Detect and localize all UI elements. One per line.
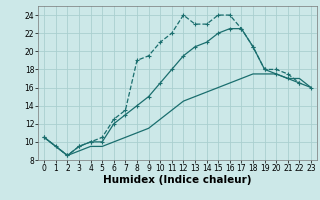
X-axis label: Humidex (Indice chaleur): Humidex (Indice chaleur): [103, 175, 252, 185]
